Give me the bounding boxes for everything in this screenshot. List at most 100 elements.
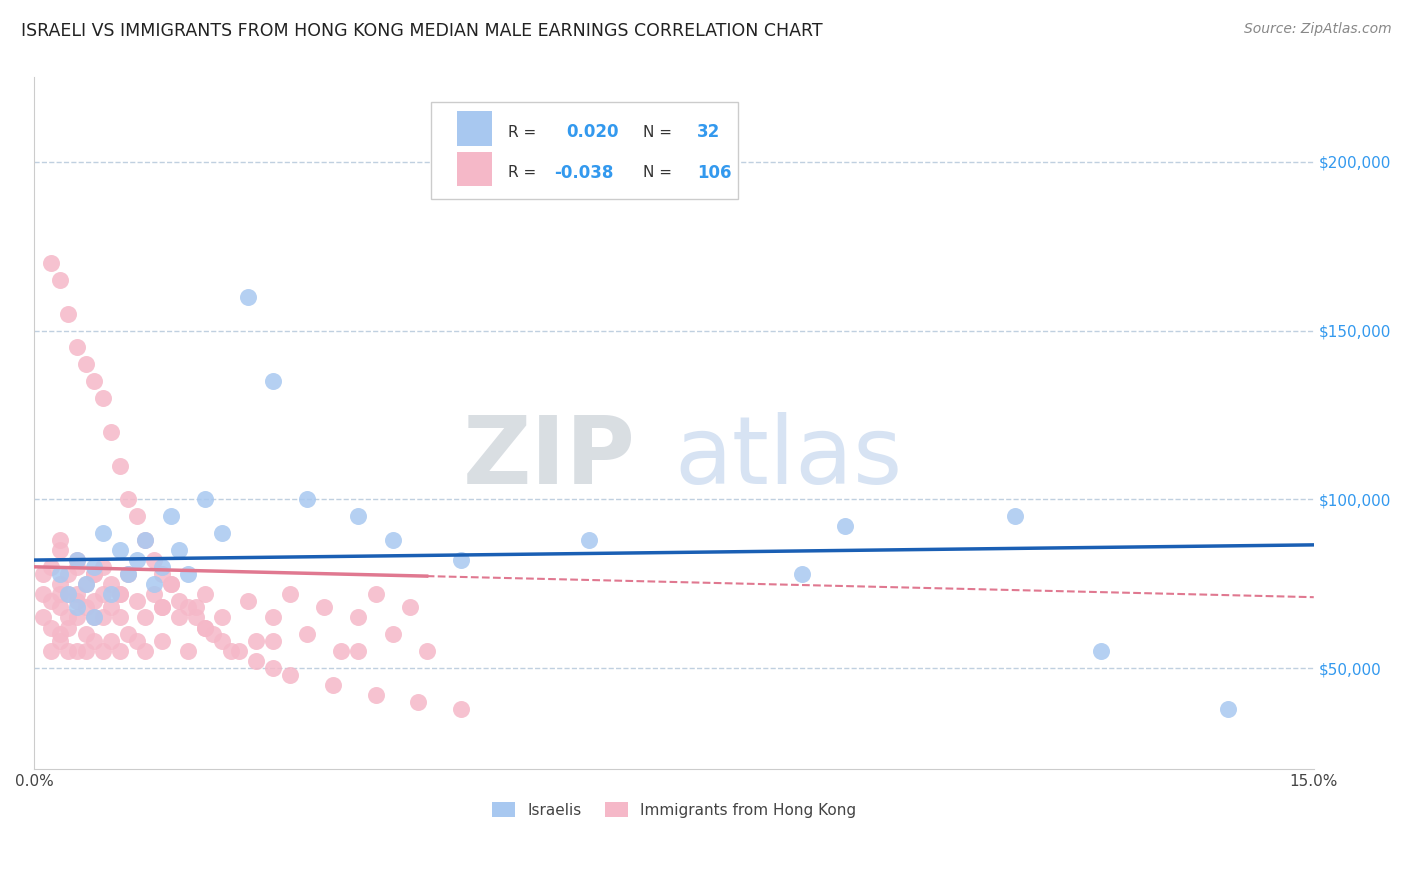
Point (245, 634, 267, 648)
Point (83, 610, 105, 624)
Point (134, 610, 156, 624)
Point (278, 668, 301, 682)
Text: -0.038: -0.038 (554, 163, 613, 182)
Point (314, 600, 336, 615)
Text: atlas: atlas (673, 412, 903, 504)
Point (66, 341, 89, 355)
Point (262, 661, 284, 675)
Point (91, 587, 114, 601)
Text: N =: N = (644, 125, 672, 139)
Point (415, 644, 437, 658)
Point (297, 627, 319, 641)
Point (100, 576, 122, 591)
Point (75, 644, 97, 658)
Point (83, 559, 105, 574)
Point (297, 492, 319, 507)
Legend: Israelis, Immigrants from Hong Kong: Israelis, Immigrants from Hong Kong (486, 796, 862, 824)
Point (347, 644, 370, 658)
Point (58, 644, 80, 658)
Point (41, 593, 63, 607)
Point (75, 600, 97, 615)
Point (330, 644, 353, 658)
Point (108, 587, 131, 601)
Point (83, 634, 105, 648)
Point (83, 566, 105, 581)
Point (49, 600, 72, 615)
Point (58, 587, 80, 601)
Point (49, 576, 72, 591)
Text: 106: 106 (697, 163, 731, 182)
Point (450, 553, 472, 567)
Point (32, 566, 55, 581)
Point (75, 576, 97, 591)
Point (41, 621, 63, 635)
Point (169, 543, 191, 558)
Point (450, 701, 472, 715)
Text: 0.020: 0.020 (567, 123, 619, 141)
Point (578, 533, 600, 547)
Point (100, 587, 122, 601)
Bar (457, 152, 492, 186)
Point (91, 610, 114, 624)
Point (245, 654, 267, 668)
Point (108, 458, 131, 473)
Point (66, 553, 89, 567)
Point (262, 634, 284, 648)
Point (1090, 644, 1112, 658)
Point (160, 509, 183, 524)
Point (66, 600, 89, 615)
Point (134, 644, 156, 658)
Point (58, 566, 80, 581)
Point (91, 391, 114, 405)
Point (262, 374, 284, 388)
Point (41, 644, 63, 658)
Point (100, 425, 122, 439)
Point (398, 600, 420, 615)
Point (406, 695, 429, 709)
Point (66, 559, 89, 574)
Point (364, 688, 387, 702)
Point (236, 593, 259, 607)
Point (66, 610, 89, 624)
Point (186, 600, 208, 615)
Point (347, 509, 370, 524)
Point (1218, 701, 1240, 715)
Point (169, 593, 191, 607)
Point (177, 600, 200, 615)
Point (125, 553, 148, 567)
Point (49, 543, 72, 558)
Point (150, 600, 173, 615)
Text: Source: ZipAtlas.com: Source: ZipAtlas.com (1244, 22, 1392, 37)
Point (49, 273, 72, 287)
Point (211, 610, 233, 624)
Point (134, 533, 156, 547)
Point (49, 533, 72, 547)
Point (177, 566, 200, 581)
Point (83, 374, 105, 388)
Point (117, 492, 139, 507)
Text: N =: N = (644, 165, 672, 180)
Point (194, 587, 217, 601)
Point (83, 566, 105, 581)
Point (160, 576, 183, 591)
Point (322, 678, 344, 692)
Point (125, 593, 148, 607)
Point (211, 634, 233, 648)
FancyBboxPatch shape (432, 102, 738, 199)
Point (219, 644, 242, 658)
Point (91, 644, 114, 658)
Point (83, 610, 105, 624)
Point (194, 492, 217, 507)
Point (347, 610, 370, 624)
Text: ISRAELI VS IMMIGRANTS FROM HONG KONG MEDIAN MALE EARNINGS CORRELATION CHART: ISRAELI VS IMMIGRANTS FROM HONG KONG MED… (21, 22, 823, 40)
Point (100, 634, 122, 648)
Point (58, 587, 80, 601)
Point (117, 566, 139, 581)
Bar (457, 112, 492, 146)
Point (381, 533, 404, 547)
Point (169, 610, 191, 624)
Point (66, 553, 89, 567)
Point (91, 526, 114, 541)
Point (194, 621, 217, 635)
Point (262, 610, 284, 624)
